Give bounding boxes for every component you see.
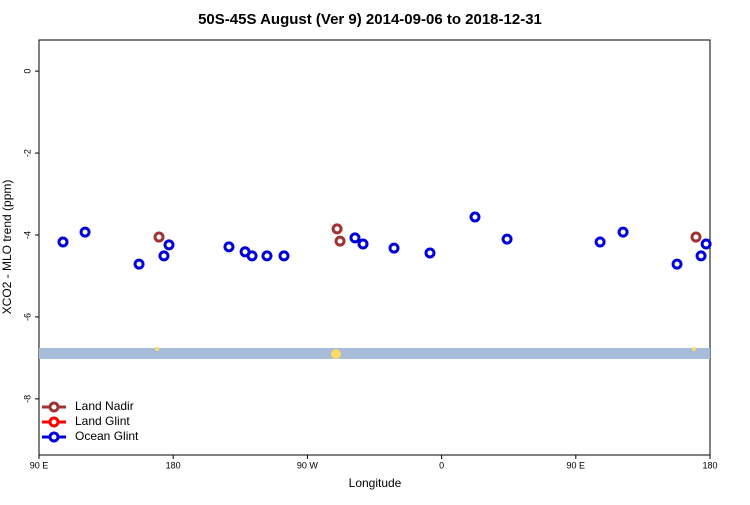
point (163, 239, 175, 251)
legend-label: Land Glint (75, 414, 130, 428)
legend-marker (48, 416, 60, 428)
point (357, 238, 369, 250)
land-band (39, 348, 710, 359)
point (158, 250, 170, 262)
y-tick-label: -4 (22, 231, 32, 239)
point (261, 250, 273, 262)
legend-label: Ocean Glint (75, 429, 139, 443)
point (617, 226, 629, 238)
chart-title: 50S-45S August (Ver 9) 2014-09-06 to 201… (198, 11, 542, 28)
point (501, 233, 513, 245)
land-marker (692, 347, 696, 351)
y-tick-label: -6 (22, 313, 32, 321)
point (700, 238, 712, 250)
point (469, 211, 481, 223)
y-tick-label: -8 (22, 395, 32, 403)
land-marker (155, 347, 159, 351)
point (690, 231, 702, 243)
point (695, 250, 707, 262)
point (246, 250, 258, 262)
point (424, 247, 436, 259)
point (133, 258, 145, 270)
x-tick-label: 180 (702, 460, 717, 470)
point (331, 223, 343, 235)
point (79, 226, 91, 238)
point (153, 231, 165, 243)
land-marker (331, 349, 341, 359)
y-axis-label: XCO2 - MLO trend (ppm) (0, 180, 14, 315)
x-tick-label: 180 (166, 460, 181, 470)
x-tick-label: 90 E (30, 460, 49, 470)
point (349, 232, 361, 244)
legend-label: Land Nadir (75, 399, 134, 413)
point (671, 258, 683, 270)
plot-frame (38, 39, 711, 456)
point (388, 242, 400, 254)
point (594, 236, 606, 248)
y-tick-label: 0 (22, 69, 32, 74)
legend-marker (48, 431, 60, 443)
point (57, 236, 69, 248)
x-tick-label: 0 (439, 460, 444, 470)
point (223, 241, 235, 253)
x-tick-label: 90 W (297, 460, 319, 470)
point (278, 250, 290, 262)
y-tick-label: -2 (22, 149, 32, 157)
point (334, 235, 346, 247)
x-tick-label: 90 E (567, 460, 586, 470)
x-axis-label: Longitude (349, 476, 402, 490)
legend-marker (48, 401, 60, 413)
